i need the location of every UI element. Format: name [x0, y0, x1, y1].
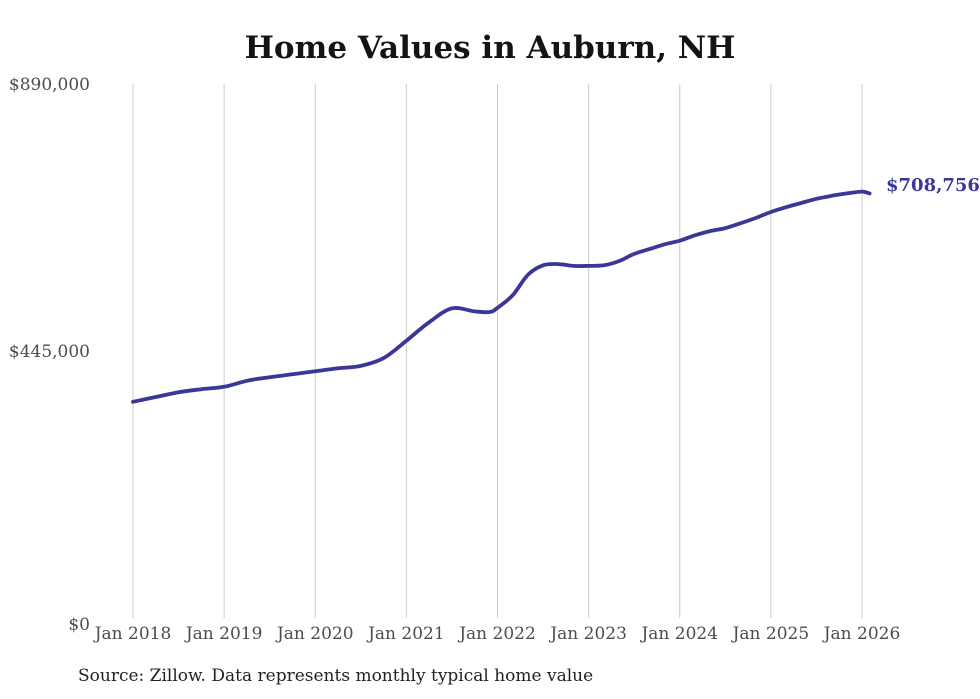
x-tick-label: Jan 2018 — [94, 624, 172, 644]
x-tick-label: Jan 2020 — [276, 624, 354, 644]
x-tick-label: Jan 2021 — [368, 624, 445, 644]
x-tick-label: Jan 2024 — [641, 624, 719, 644]
x-tick-label: Jan 2026 — [823, 624, 901, 644]
y-tick-label: $445,000 — [8, 341, 90, 362]
x-tick-label: Jan 2019 — [185, 624, 263, 644]
y-tick-label: $0 — [68, 615, 90, 635]
source-note: Source: Zillow. Data represents monthly … — [78, 666, 594, 686]
home-value-series-line — [131, 189, 872, 404]
y-tick-label: $890,000 — [8, 75, 90, 95]
x-tick-label: Jan 2023 — [550, 624, 627, 644]
x-tick-label: Jan 2022 — [459, 624, 536, 644]
x-tick-label: Jan 2025 — [732, 624, 810, 644]
latest-value-label: $708,756 — [886, 175, 980, 196]
chart-title: Home Values in Auburn, NH — [244, 30, 736, 66]
